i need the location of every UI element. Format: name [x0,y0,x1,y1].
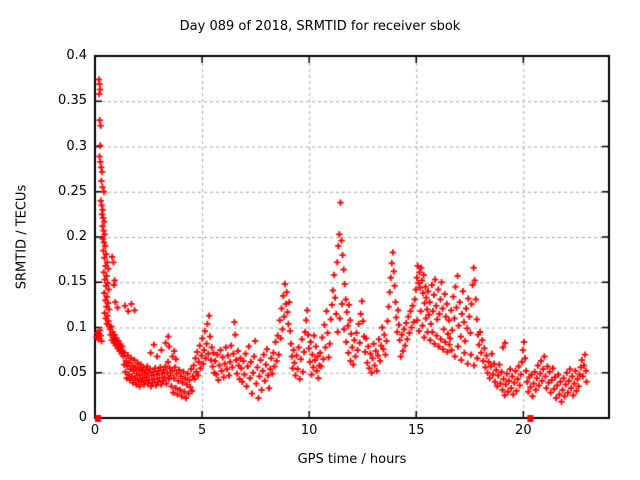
x-tick-label: 0 [90,423,100,438]
y-axis-label: SRMTID / TECUs [14,184,30,290]
y-tick-label: 0.1 [66,319,87,335]
y-tick-label: 0.2 [66,229,87,244]
x-tick-label: 5 [197,423,207,438]
x-tick-label: 20 [515,423,532,438]
y-tick-label: 0.3 [66,138,87,154]
y-tick-label: 0.15 [58,274,87,290]
chart-title: Day 089 of 2018, SRMTID for receiver sbo… [179,19,461,34]
x-tick-label: 10 [300,423,318,438]
y-tick-label: 0.05 [58,364,87,380]
x-tick-label: 15 [407,423,425,438]
y-tick-label: 0 [78,410,87,425]
y-tick-label: 0.35 [58,93,87,109]
x-axis-label: GPS time / hours [297,452,407,467]
y-tick-label: 0.25 [58,183,87,199]
y-tick-label: 0.4 [66,48,87,63]
